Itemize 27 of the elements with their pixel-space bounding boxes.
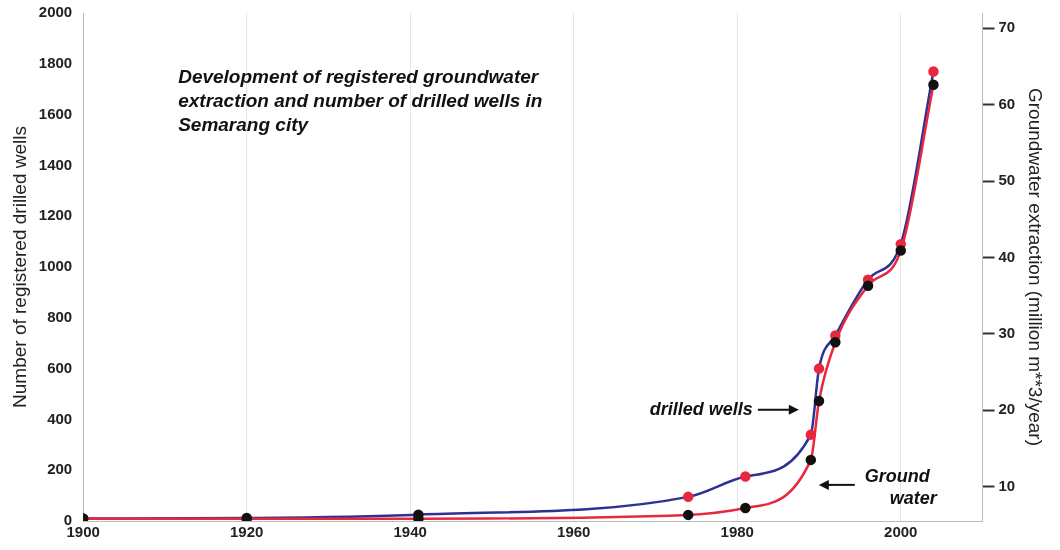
y2-axis-title: Groundwater extraction (million m**3/year) xyxy=(1025,88,1047,446)
y-tick-label: 1600 xyxy=(38,104,73,122)
y-tick-label: 2000 xyxy=(38,3,73,21)
text: Development of registered groundwater extraction and number of drilled wells in Semarang city xyxy=(178,65,543,135)
y2-tick-label: 50 xyxy=(998,171,1016,189)
y-tick-label: 1200 xyxy=(38,206,73,224)
y2-tick-label: 20 xyxy=(998,400,1016,418)
y2-tick-label: 10 xyxy=(998,476,1016,494)
y2-tick-label: 40 xyxy=(998,247,1016,265)
y2-tick-label: 60 xyxy=(998,94,1016,112)
x-tick-label: 1940 xyxy=(393,523,427,541)
x-tick-label: 2000 xyxy=(884,523,918,541)
y-axis-title: Number of registered drilled wells xyxy=(8,126,30,408)
y-tick-label: 1400 xyxy=(38,155,73,173)
y-tick-label: 1800 xyxy=(38,53,73,71)
y-tick-label: 600 xyxy=(47,358,73,376)
y2-tick-label: 70 xyxy=(998,18,1016,36)
y-tick-label: 400 xyxy=(47,409,73,427)
annotation: drilled wells xyxy=(649,398,753,419)
y2-tick-label: 30 xyxy=(998,323,1016,341)
y-tick-label: 800 xyxy=(47,307,73,325)
y-tick-label: 1000 xyxy=(38,257,73,275)
annotation: Ground water xyxy=(864,465,938,508)
y-tick-label: 200 xyxy=(47,460,73,478)
x-tick-label: 1960 xyxy=(557,523,591,541)
x-tick-label: 1920 xyxy=(230,523,264,541)
x-tick-label: 1980 xyxy=(720,523,754,541)
